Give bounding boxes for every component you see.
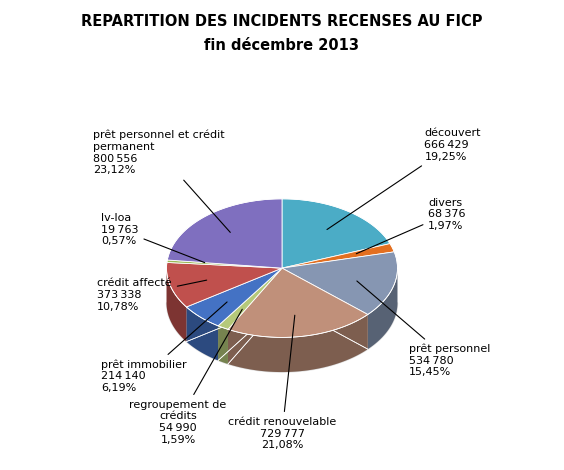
Text: prêt immobilier
214 140
6,19%: prêt immobilier 214 140 6,19% (101, 302, 227, 393)
Polygon shape (228, 314, 368, 372)
Polygon shape (186, 307, 218, 360)
Text: lv-loa
19 763
0,57%: lv-loa 19 763 0,57% (101, 213, 205, 263)
Polygon shape (228, 268, 368, 337)
Polygon shape (167, 260, 282, 268)
Polygon shape (282, 243, 394, 268)
Polygon shape (166, 262, 282, 307)
Text: REPARTITION DES INCIDENTS RECENSES AU FICP: REPARTITION DES INCIDENTS RECENSES AU FI… (81, 14, 483, 29)
Polygon shape (282, 199, 390, 268)
Text: découvert
666 429
19,25%: découvert 666 429 19,25% (327, 128, 481, 229)
Polygon shape (166, 303, 398, 372)
Text: crédit affecté
373 338
10,78%: crédit affecté 373 338 10,78% (97, 278, 206, 312)
Polygon shape (368, 268, 398, 349)
Text: crédit renouvelable
729 777
21,08%: crédit renouvelable 729 777 21,08% (228, 315, 336, 450)
Polygon shape (186, 268, 282, 326)
Text: regroupement de
crédits
54 990
1,59%: regroupement de crédits 54 990 1,59% (129, 309, 243, 445)
Text: divers
68 376
1,97%: divers 68 376 1,97% (356, 197, 466, 254)
Text: prêt personnel et crédit
permanent
800 556
23,12%: prêt personnel et crédit permanent 800 5… (94, 130, 230, 232)
Text: prêt personnel
534 780
15,45%: prêt personnel 534 780 15,45% (357, 281, 491, 377)
Polygon shape (218, 268, 282, 329)
Polygon shape (166, 269, 186, 342)
Polygon shape (168, 199, 282, 268)
Polygon shape (218, 326, 228, 364)
Text: fin décembre 2013: fin décembre 2013 (205, 38, 359, 53)
Polygon shape (282, 252, 398, 314)
